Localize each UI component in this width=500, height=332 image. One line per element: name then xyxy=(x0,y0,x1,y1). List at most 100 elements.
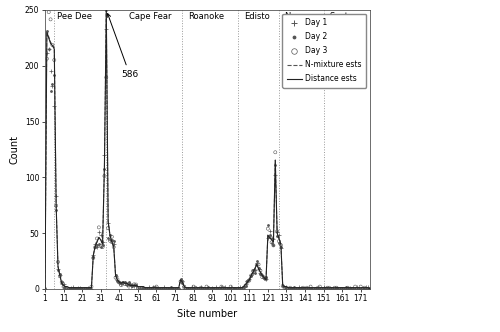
Point xyxy=(136,286,143,291)
Point xyxy=(128,283,136,289)
Point xyxy=(336,286,344,291)
Point xyxy=(174,286,182,291)
Point xyxy=(195,286,203,291)
Point xyxy=(78,286,86,291)
Point xyxy=(186,286,194,291)
Point xyxy=(199,286,207,291)
Point xyxy=(329,286,337,291)
Point xyxy=(212,286,220,291)
Point xyxy=(48,42,56,48)
Point xyxy=(340,286,348,291)
Point xyxy=(322,286,330,291)
Point xyxy=(86,286,94,291)
Point xyxy=(290,286,298,291)
Point xyxy=(148,284,156,289)
Point xyxy=(226,284,234,289)
Point xyxy=(270,242,278,247)
Point xyxy=(194,286,202,291)
Point xyxy=(112,275,120,280)
Point xyxy=(346,285,354,290)
Point xyxy=(169,286,177,291)
Point xyxy=(342,286,350,291)
Point xyxy=(147,286,155,291)
Point xyxy=(160,284,168,289)
Point xyxy=(254,265,262,271)
Point xyxy=(56,274,64,279)
Point xyxy=(162,286,170,291)
Point xyxy=(301,286,309,291)
Point xyxy=(364,286,372,291)
Point xyxy=(74,286,82,291)
Point xyxy=(356,284,364,289)
Point xyxy=(290,286,298,291)
Point xyxy=(65,286,73,291)
Point xyxy=(98,244,106,250)
Point xyxy=(74,285,82,290)
Point xyxy=(46,17,54,22)
Point xyxy=(91,245,99,250)
Point xyxy=(190,286,198,291)
Point xyxy=(230,286,238,291)
Point xyxy=(264,223,272,228)
Point xyxy=(140,286,147,291)
Point xyxy=(156,286,164,291)
Point xyxy=(296,286,304,291)
Point xyxy=(246,276,254,281)
Point xyxy=(344,286,351,291)
Point xyxy=(272,150,280,155)
Point xyxy=(91,245,99,250)
Point xyxy=(358,286,366,291)
Point xyxy=(350,286,358,291)
Point xyxy=(117,283,125,288)
Point xyxy=(100,152,108,158)
Point xyxy=(166,286,173,291)
Point xyxy=(252,262,260,268)
Point xyxy=(258,275,266,280)
Point xyxy=(195,286,203,291)
Y-axis label: Count: Count xyxy=(10,135,20,164)
Point xyxy=(218,284,226,289)
Point xyxy=(84,285,92,290)
Point xyxy=(327,286,335,291)
Point xyxy=(184,286,192,291)
Point xyxy=(228,286,236,291)
Point xyxy=(249,268,257,273)
Point xyxy=(275,240,283,246)
Point xyxy=(210,286,218,291)
Point xyxy=(136,286,143,291)
Point xyxy=(232,286,240,291)
Point xyxy=(197,286,205,291)
Point xyxy=(90,253,98,258)
Point xyxy=(82,286,90,291)
Point xyxy=(225,285,233,290)
Point xyxy=(44,46,52,52)
Point xyxy=(366,286,374,291)
Point xyxy=(140,286,147,291)
Point xyxy=(329,286,337,291)
Point xyxy=(204,286,212,291)
Point xyxy=(121,281,129,287)
Point xyxy=(54,267,62,273)
Point xyxy=(216,286,224,291)
Point xyxy=(284,286,292,291)
Point xyxy=(72,286,80,291)
Point xyxy=(338,286,346,291)
Point xyxy=(54,266,62,272)
Point xyxy=(240,284,248,289)
Point xyxy=(122,282,130,287)
Point xyxy=(76,286,84,291)
Point xyxy=(64,286,72,291)
Point xyxy=(84,286,92,291)
Point xyxy=(280,286,288,291)
Point xyxy=(52,203,60,208)
Point xyxy=(147,286,155,291)
Point xyxy=(330,286,338,291)
Point xyxy=(298,286,306,291)
Point xyxy=(168,285,175,290)
Point xyxy=(332,286,340,291)
Point xyxy=(65,286,73,291)
Point xyxy=(173,286,181,291)
Point xyxy=(106,232,114,237)
Point xyxy=(308,286,316,291)
Point xyxy=(64,286,72,291)
